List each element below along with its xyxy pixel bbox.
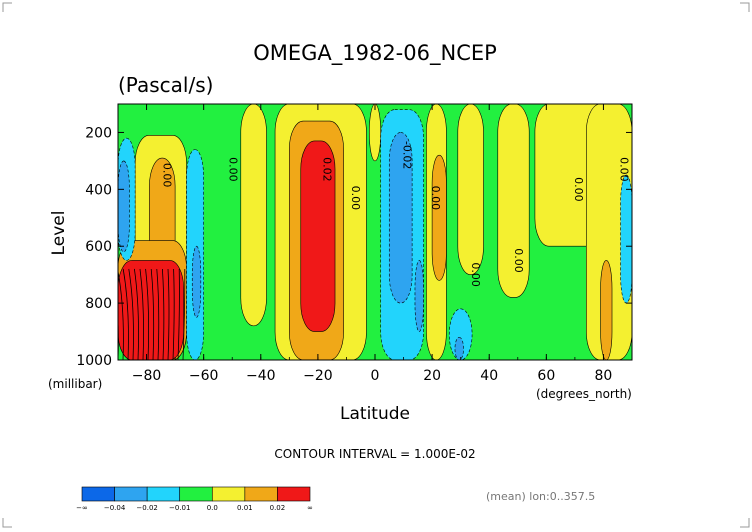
contour-line <box>177 268 180 360</box>
legend-level-label: −0.01 <box>169 504 190 512</box>
y-tick-label: 800 <box>85 296 112 312</box>
contour-line <box>162 268 165 360</box>
x-tick-label: 40 <box>480 368 498 384</box>
x-tick-label: 80 <box>595 368 613 384</box>
legend-swatch <box>211 486 246 502</box>
x-tick-label: −40 <box>246 368 276 384</box>
contour-label: 0.00 <box>349 186 362 211</box>
legend-swatch <box>179 486 213 502</box>
legend-swatch <box>114 486 148 502</box>
y-tick-label: 200 <box>85 125 112 141</box>
color-legend: −∞ −0.04 −0.02 −0.01 0.0 0.01 0.02 ∞ <box>76 486 313 512</box>
legend-level-label: 0.0 <box>207 504 218 512</box>
contour-region <box>497 104 530 298</box>
contour-region <box>414 260 424 332</box>
contour-line <box>118 313 119 360</box>
contour-label: 0.00 <box>226 157 239 182</box>
contour-line <box>145 268 150 360</box>
legend-level-label: −0.04 <box>104 504 126 512</box>
x-tick-label: −20 <box>303 368 333 384</box>
legend-level-label: −∞ <box>76 504 88 512</box>
contour-region <box>454 336 464 360</box>
contour-region <box>457 104 484 275</box>
contour-interval-text: CONTOUR INTERVAL = 1.000E-02 <box>274 447 475 461</box>
contour-region <box>300 140 336 332</box>
chart-title: OMEGA_1982-06_NCEP <box>253 41 497 66</box>
legend-swatch <box>81 486 115 502</box>
contour-label: 0.00 <box>618 157 631 182</box>
chart-subtitle: (Pascal/s) <box>118 73 213 97</box>
contour-line <box>150 268 155 360</box>
y-axis-label: Level <box>49 211 69 256</box>
x-tick-label: 20 <box>423 368 441 384</box>
x-tick-label: 60 <box>537 368 555 384</box>
plot-area: 0.00 0.00 0.02 0.00 -0.02 0.00 0.00 0.00 0.00 0.0… <box>118 104 632 360</box>
legend-level-label: −0.02 <box>136 504 157 512</box>
contour-fills <box>118 104 632 360</box>
contour-region <box>448 308 473 360</box>
contour-region <box>368 104 382 162</box>
contour-line <box>167 268 170 360</box>
contour-region <box>118 160 130 253</box>
contour-label: 0.00 <box>469 262 482 287</box>
contour-label: 0.02 <box>321 157 334 182</box>
contour-line <box>172 268 175 360</box>
contour-region <box>431 154 447 281</box>
x-axis-label: Latitude <box>340 404 410 424</box>
contour-label: 0.00 <box>512 248 525 273</box>
legend-swatch <box>146 486 181 502</box>
legend-swatch <box>244 486 278 502</box>
contour-line <box>182 268 186 360</box>
x-axis: −80 −60 −40 −20 0 20 40 60 80 <box>117 104 633 384</box>
x-tick-label: −60 <box>189 368 219 384</box>
contour-label: 0.00 <box>429 186 442 211</box>
contour-line <box>156 268 160 360</box>
contour-label: -0.02 <box>401 141 414 169</box>
contour-line <box>118 268 124 360</box>
contour-region <box>118 260 184 360</box>
contour-region <box>191 245 202 318</box>
y-tick-label: 400 <box>85 182 112 198</box>
y-units-label: (millibar) <box>48 377 102 391</box>
x-units-label: (degrees_north) <box>536 387 632 401</box>
legend-level-label: 0.02 <box>270 504 286 512</box>
legend-swatch <box>277 486 311 502</box>
contour-line <box>128 268 134 360</box>
contour-line <box>134 268 139 360</box>
contour-region <box>388 132 413 304</box>
mean-note: (mean) lon:0..357.5 <box>486 490 595 503</box>
contour-line <box>122 268 129 360</box>
y-tick-label: 600 <box>85 239 112 255</box>
y-axis: 200 400 600 800 1000 <box>76 125 632 369</box>
contour-label: 0.00 <box>572 177 585 202</box>
contour-line <box>139 268 144 360</box>
contour-region <box>600 260 613 360</box>
x-tick-label: −80 <box>132 368 162 384</box>
contour-label: 0.00 <box>161 163 174 188</box>
contour-region <box>240 104 267 327</box>
legend-level-label: ∞ <box>307 504 313 512</box>
legend-level-label: 0.01 <box>237 504 253 512</box>
x-tick-label: 0 <box>371 368 380 384</box>
y-tick-label: 1000 <box>76 353 112 369</box>
contour-region <box>620 174 632 304</box>
contour-labels: 0.00 0.00 0.02 0.00 -0.02 0.00 0.00 0.00 0.00 0.0… <box>161 141 631 287</box>
